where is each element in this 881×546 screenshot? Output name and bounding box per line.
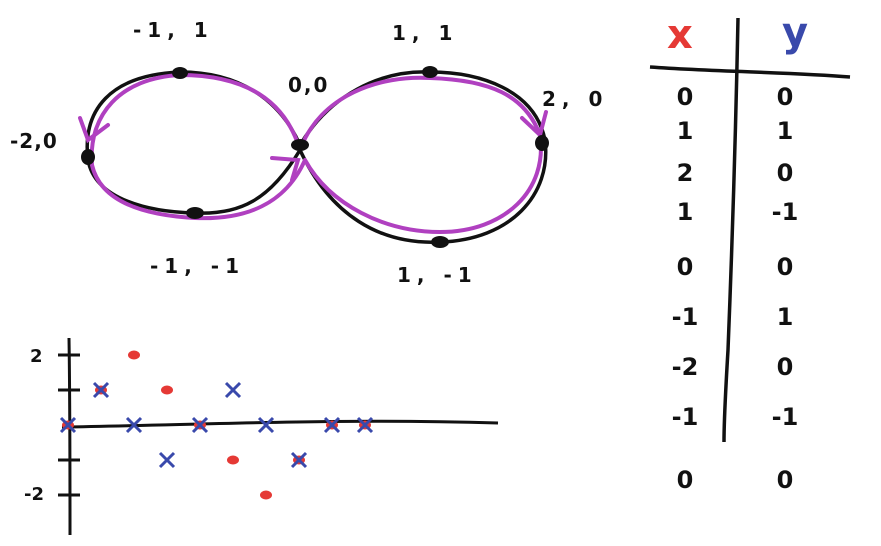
table-cell-y: 1 <box>777 117 794 145</box>
table-cell-y: 0 <box>777 83 794 111</box>
y-series-cross <box>323 416 341 434</box>
mini-plot: 2 -2 <box>24 337 499 536</box>
table-cell-x: -1 <box>672 403 699 431</box>
table-header-rule <box>649 65 851 79</box>
figure-eight-diagram: -1, 1 1, 1 0,0 2, 0 -2,0 -1, -1 1, -1 <box>10 18 608 287</box>
point-label: -2,0 <box>10 129 58 153</box>
point-dot <box>422 66 438 78</box>
table-cell-x: 1 <box>677 117 694 145</box>
y-series-cross <box>191 416 209 434</box>
lemniscate-curve <box>85 70 548 244</box>
point-dot <box>81 149 95 165</box>
table-cell-y: 0 <box>777 253 794 281</box>
y-series-cross <box>59 416 77 434</box>
x-series-dot <box>161 385 173 395</box>
y-tick-label: 2 <box>30 346 43 367</box>
y-series-cross <box>92 381 110 399</box>
table-header-x: x <box>667 12 693 58</box>
point-label: 2, 0 <box>542 87 608 111</box>
xy-table: x y 0 0 1 1 2 0 1 -1 0 0 -1 1 -2 0 -1 -1 0 0 <box>649 10 851 494</box>
table-column-divider <box>722 17 740 443</box>
table-header-y: y <box>782 10 808 56</box>
table-cell-x: 0 <box>677 253 694 281</box>
point-dot <box>535 135 549 151</box>
plot-ticks <box>58 353 80 497</box>
plot-y-axis <box>67 337 72 536</box>
table-cell-y: 0 <box>777 353 794 381</box>
x-series-dot <box>128 350 140 360</box>
table-cell-y: 0 <box>777 466 794 494</box>
x-series-dot <box>260 490 272 500</box>
table-cell-y: -1 <box>772 403 799 431</box>
y-series-cross <box>158 451 176 469</box>
point-dot <box>186 207 204 219</box>
point-dot <box>291 139 309 151</box>
x-series-dot <box>227 455 239 465</box>
table-rows: 0 0 1 1 2 0 1 -1 0 0 -1 1 -2 0 -1 -1 0 0 <box>672 83 799 494</box>
plot-marks <box>59 350 374 500</box>
table-cell-x: 2 <box>677 159 694 187</box>
table-cell-y: 0 <box>777 159 794 187</box>
direction-arrow-left <box>78 116 110 144</box>
table-cell-x: 0 <box>677 466 694 494</box>
table-cell-x: -1 <box>672 303 699 331</box>
y-series-cross <box>224 381 242 399</box>
table-cell-y: 1 <box>777 303 794 331</box>
plot-x-axis <box>61 419 499 429</box>
table-cell-x: 0 <box>677 83 694 111</box>
point-label: 0,0 <box>288 73 329 97</box>
direction-arrow-center <box>270 156 301 182</box>
traversal-path <box>89 73 543 234</box>
y-series-cross <box>356 416 374 434</box>
y-series-cross <box>257 416 275 434</box>
point-dot <box>431 236 449 248</box>
point-label: -1, -1 <box>150 254 245 278</box>
table-cell-x: -2 <box>672 353 699 381</box>
y-tick-label: -2 <box>24 484 44 505</box>
y-series-cross <box>125 416 143 434</box>
point-label: 1, -1 <box>397 263 478 287</box>
point-label: 1, 1 <box>392 21 458 45</box>
point-dot <box>172 67 188 79</box>
y-series-cross <box>290 451 308 469</box>
table-cell-y: -1 <box>772 198 799 226</box>
direction-arrow-right <box>520 110 548 139</box>
table-cell-x: 1 <box>677 198 694 226</box>
point-label: -1, 1 <box>133 18 214 42</box>
